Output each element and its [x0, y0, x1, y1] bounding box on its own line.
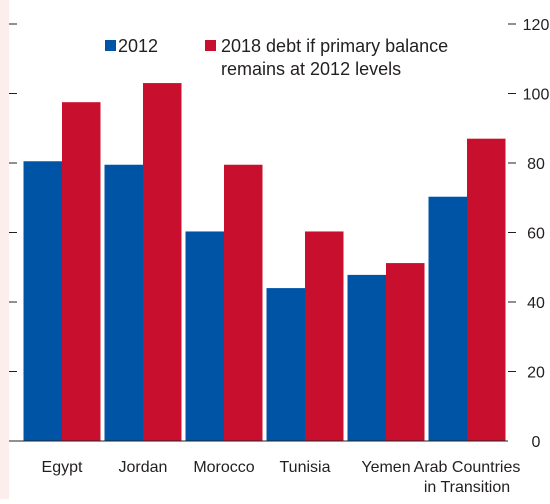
- category-label-1: Jordan: [119, 459, 168, 476]
- legend-swatch-1: [205, 40, 216, 51]
- legend-label-line: 2012: [118, 36, 158, 56]
- y-tick-label-0: 0: [532, 434, 541, 451]
- bar-series2-5: [467, 138, 506, 441]
- y-tick-label-1: 20: [527, 365, 545, 382]
- legend-label-line: 2018 debt if primary balance: [221, 36, 448, 56]
- bar-series1-1: [104, 164, 143, 442]
- bars-layer: [23, 83, 506, 442]
- category-label-0: Egypt: [42, 459, 83, 476]
- y-tick-label-4: 80: [527, 156, 545, 173]
- category-label-line: Egypt: [42, 459, 83, 476]
- category-label-5: Arab Countries in Transition: [414, 459, 521, 496]
- y-tick-label-5: 100: [523, 87, 550, 104]
- category-labels-layer: Egypt Jordan Morocco Tunisia Yemen Arab Count…: [42, 459, 521, 496]
- legend-swatch-0: [105, 40, 116, 51]
- y-tick-label-6: 120: [523, 17, 550, 34]
- legend-label-0: 2012: [118, 36, 158, 56]
- bar-series2-4: [386, 263, 425, 441]
- bar-series2-1: [143, 83, 182, 441]
- category-label-2: Morocco: [193, 459, 254, 476]
- category-label-line: Morocco: [193, 459, 254, 476]
- legend-label-line: remains at 2012 levels: [221, 59, 401, 79]
- category-label-line: Jordan: [119, 459, 168, 476]
- category-label-3: Tunisia: [280, 459, 331, 476]
- category-label-line: in Transition: [424, 479, 510, 496]
- y-tick-label-2: 40: [527, 295, 545, 312]
- legend: 2012 2018 debt if primary balance remains …: [105, 36, 448, 79]
- bar-series1-5: [428, 196, 467, 441]
- category-label-4: Yemen: [361, 459, 410, 476]
- y-tick-label-3: 60: [527, 226, 545, 243]
- bar-series1-3: [266, 288, 305, 441]
- bar-series2-3: [305, 231, 344, 441]
- bar-series1-2: [185, 231, 224, 441]
- legend-label-1: 2018 debt if primary balance remains at 2…: [221, 36, 448, 79]
- bar-series2-2: [224, 164, 263, 442]
- left-edge-band: [0, 0, 9, 499]
- bar-series2-0: [62, 102, 101, 441]
- category-label-line: Yemen: [361, 459, 410, 476]
- category-label-line: Tunisia: [280, 459, 331, 476]
- bar-series1-4: [347, 274, 386, 441]
- category-label-line: Arab Countries: [414, 459, 521, 476]
- bar-series1-0: [23, 161, 62, 441]
- axes-layer: 0 20 40 60 80 100 120: [0, 17, 549, 451]
